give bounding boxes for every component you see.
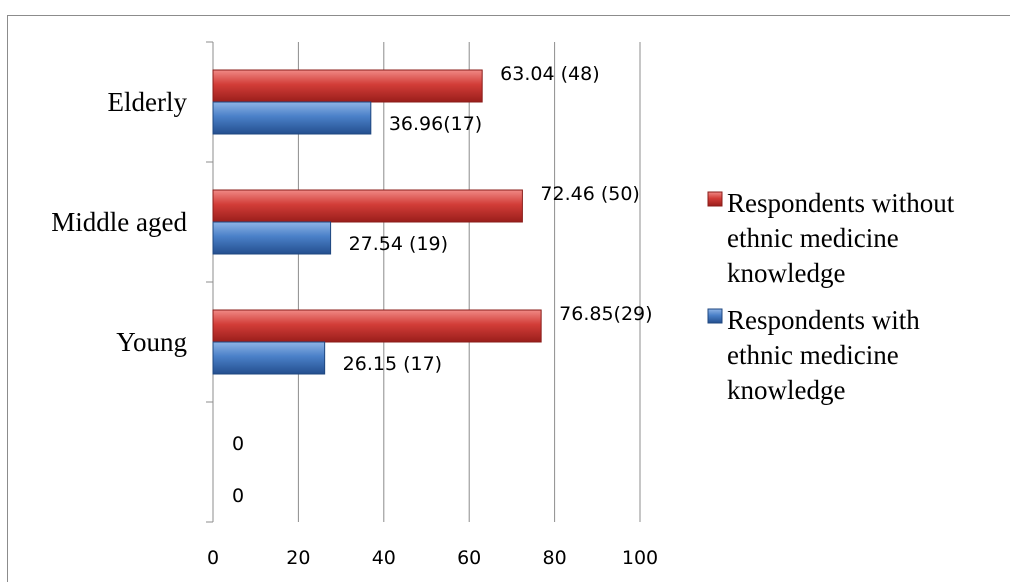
legend-label: Respondents with xyxy=(727,305,920,335)
x-tick-label: 60 xyxy=(457,547,481,569)
data-label: 36.96(17) xyxy=(389,113,482,135)
legend-swatch xyxy=(707,308,723,324)
category-label: Middle aged xyxy=(51,207,187,237)
chart-frame xyxy=(7,15,1010,582)
x-tick-label: 20 xyxy=(286,547,310,569)
bar xyxy=(212,341,326,375)
x-tick-label: 0 xyxy=(207,547,219,569)
legend-entry: Respondents without ethnic medicine knowle… xyxy=(707,188,955,288)
axis-layer: 0 20 40 60 80 100 xyxy=(206,41,658,569)
category-label: Elderly xyxy=(108,87,188,117)
data-label: 27.54 (19) xyxy=(349,233,448,255)
legend-label: knowledge xyxy=(727,375,845,405)
label-layer: 0 0 Young 76.85(29) 26.15 (17) Middle aged 72.… xyxy=(51,63,652,507)
bar xyxy=(212,309,542,343)
data-label: 0 xyxy=(232,485,244,507)
x-tick-label: 40 xyxy=(372,547,396,569)
category-label: Young xyxy=(116,327,187,357)
legend-label: knowledge xyxy=(727,258,845,288)
x-tick-label: 80 xyxy=(543,547,567,569)
bar xyxy=(212,189,523,223)
data-label: 72.46 (50) xyxy=(540,183,639,205)
bar xyxy=(212,101,372,135)
legend-label: ethnic medicine xyxy=(727,223,899,253)
bar-layer xyxy=(212,69,542,375)
data-label: 76.85(29) xyxy=(559,303,652,325)
legend-label: ethnic medicine xyxy=(727,340,899,370)
legend-label: Respondents without xyxy=(727,188,955,218)
legend-swatch xyxy=(707,191,723,207)
bar xyxy=(212,69,483,103)
data-label: 0 xyxy=(232,433,244,455)
legend-entry: Respondents with ethnic medicine knowledge xyxy=(707,305,920,405)
x-tick-label: 100 xyxy=(622,547,658,569)
legend: Respondents without ethnic medicine knowle… xyxy=(707,188,955,405)
bar xyxy=(212,221,332,255)
data-label: 63.04 (48) xyxy=(500,63,599,85)
data-label: 26.15 (17) xyxy=(343,353,442,375)
